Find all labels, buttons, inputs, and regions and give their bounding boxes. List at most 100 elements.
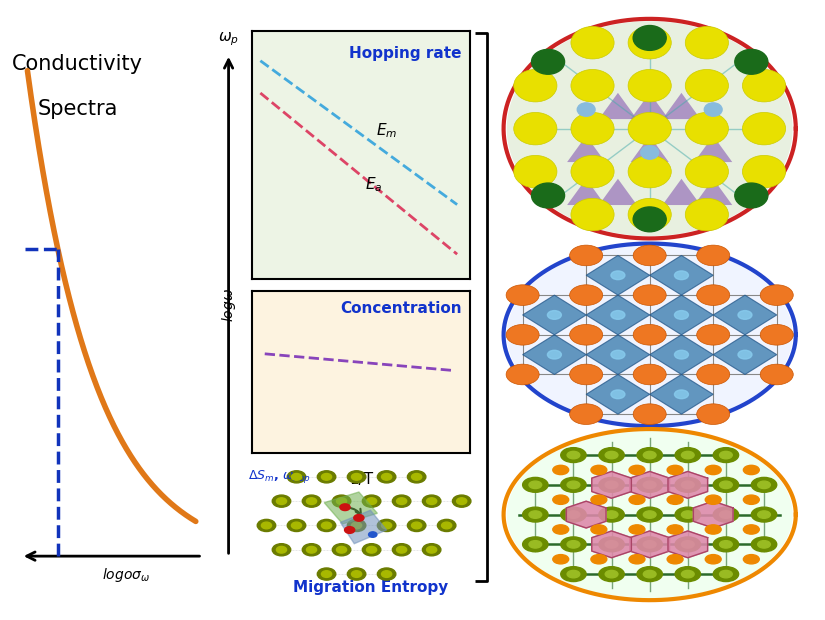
Text: $\omega_p$: $\omega_p$ [218,31,239,48]
Circle shape [569,285,603,306]
Circle shape [611,350,625,359]
Circle shape [752,537,777,552]
Circle shape [675,507,700,522]
Circle shape [611,271,625,280]
Circle shape [667,554,683,564]
Circle shape [397,498,407,505]
Circle shape [760,285,794,306]
Circle shape [553,465,568,475]
Circle shape [257,520,276,531]
Circle shape [752,477,777,492]
Circle shape [686,69,728,102]
Circle shape [606,481,618,489]
Circle shape [337,498,346,505]
Circle shape [567,481,580,489]
Polygon shape [630,136,669,162]
Circle shape [738,350,752,359]
Circle shape [347,471,365,483]
Circle shape [272,495,290,507]
Polygon shape [566,501,606,528]
Circle shape [287,471,306,483]
Circle shape [696,404,730,425]
Circle shape [743,465,759,475]
Circle shape [337,546,346,553]
Circle shape [606,451,618,459]
Circle shape [633,245,667,266]
Text: $log\omega$: $log\omega$ [219,288,238,322]
Polygon shape [592,531,631,558]
Polygon shape [523,295,586,335]
Circle shape [637,567,662,582]
Polygon shape [586,335,650,374]
Circle shape [302,495,321,507]
Polygon shape [650,255,714,295]
Polygon shape [662,93,700,119]
Text: Concentration: Concentration [340,301,461,316]
Circle shape [696,364,730,385]
Circle shape [591,554,607,564]
Circle shape [743,525,759,534]
Circle shape [629,554,645,564]
Text: Migration Entropy: Migration Entropy [293,580,448,595]
Circle shape [675,311,688,319]
Circle shape [719,541,733,548]
Circle shape [393,495,411,507]
Circle shape [591,525,607,534]
Circle shape [369,532,377,538]
Circle shape [743,495,759,505]
Polygon shape [507,431,793,598]
Polygon shape [567,179,606,205]
Circle shape [644,570,656,578]
Circle shape [529,511,542,518]
Polygon shape [629,531,670,558]
Circle shape [742,156,785,188]
Circle shape [675,390,688,399]
Circle shape [705,465,721,475]
Circle shape [705,525,721,534]
Circle shape [345,526,355,533]
Circle shape [599,448,625,463]
Circle shape [633,207,667,232]
Circle shape [599,507,625,522]
Circle shape [272,544,290,556]
Circle shape [351,474,361,480]
Circle shape [681,570,694,578]
Circle shape [760,324,794,345]
Circle shape [302,544,321,556]
Circle shape [686,156,728,188]
Circle shape [408,520,426,531]
Circle shape [742,112,785,145]
Circle shape [567,511,580,518]
Circle shape [287,520,306,531]
Circle shape [452,495,471,507]
Circle shape [637,537,662,552]
Circle shape [569,404,603,425]
Circle shape [441,522,452,529]
Circle shape [629,495,645,505]
Polygon shape [324,492,377,524]
Circle shape [354,515,364,521]
Circle shape [506,285,540,306]
Circle shape [506,324,540,345]
Circle shape [571,69,614,102]
Circle shape [408,471,426,483]
Circle shape [561,537,586,552]
Circle shape [427,498,436,505]
Circle shape [705,554,721,564]
Circle shape [681,481,694,489]
Polygon shape [668,471,708,498]
Circle shape [553,525,568,534]
Polygon shape [586,255,650,295]
Circle shape [322,522,332,529]
Circle shape [318,471,336,483]
Text: Conductivity: Conductivity [12,54,144,74]
Circle shape [675,448,700,463]
Circle shape [578,103,595,116]
Circle shape [637,477,662,492]
Circle shape [529,481,542,489]
Circle shape [318,520,336,531]
Circle shape [531,183,564,208]
Circle shape [306,546,317,553]
Circle shape [332,495,351,507]
Circle shape [571,27,614,59]
